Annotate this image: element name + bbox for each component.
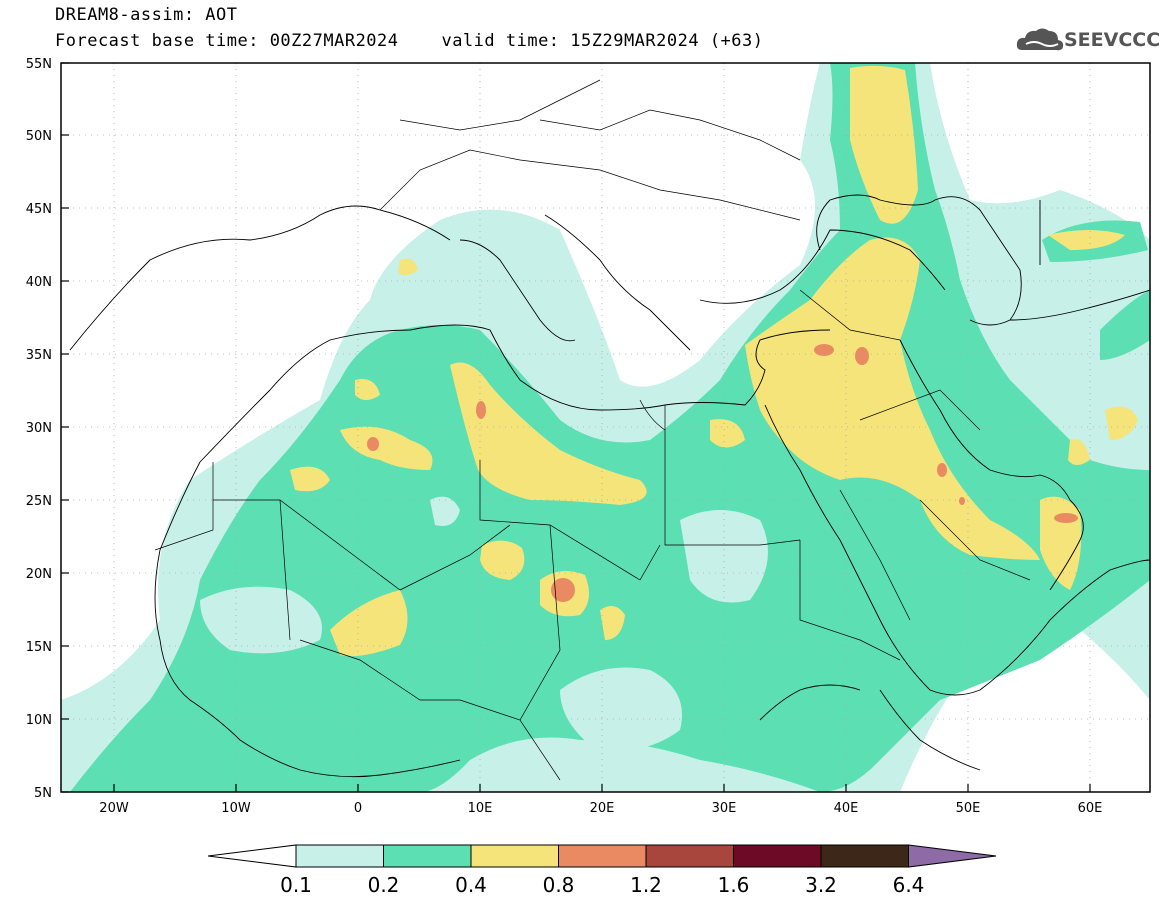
lon-label: 10W: [221, 801, 251, 816]
lon-label: 30E: [712, 801, 737, 816]
colorbar-swatch: [820, 844, 909, 868]
lon-label: 20E: [590, 801, 615, 816]
lat-label: 15N: [26, 640, 52, 655]
colorbar-high-arrow: [908, 844, 997, 868]
lat-label: 55N: [26, 57, 52, 72]
colorbar-swatch: [645, 844, 734, 868]
seevccc-logo-icon: [1016, 28, 1064, 51]
longitude-labels: 20W 10W 0 10E 20E 30E 40E 50E 60E: [99, 801, 1102, 816]
colorbar-swatch: [383, 844, 472, 868]
lat-label: 10N: [26, 713, 52, 728]
aot-level-0.8: [367, 344, 1078, 602]
colorbar-low-arrow: [207, 844, 297, 868]
colorbar-swatch: [295, 844, 384, 868]
lat-label: 35N: [26, 348, 52, 363]
lon-label: 10E: [468, 801, 493, 816]
seevccc-logo-text: SEEVCCC: [1064, 29, 1161, 51]
colorbar-label: 1.6: [718, 873, 750, 897]
colorbar-label: 0.2: [368, 873, 400, 897]
lat-label: 25N: [26, 494, 52, 509]
aot-level-0.4: [290, 65, 1138, 657]
lat-label: 45N: [26, 202, 52, 217]
colorbar-swatch: [470, 844, 559, 868]
colorbar-labels: 0.1 0.2 0.4 0.8 1.2 1.6 3.2 6.4: [280, 873, 924, 897]
colorbar-label: 0.1: [280, 873, 312, 897]
aot-holes: [200, 496, 768, 750]
colorbar-label: 0.4: [455, 873, 487, 897]
lat-label: 20N: [26, 567, 52, 582]
aot-field: [61, 63, 1150, 792]
colorbar-label: 0.8: [543, 873, 575, 897]
colorbar-swatch: [558, 844, 647, 868]
lat-label: 30N: [26, 421, 52, 436]
lat-label: 5N: [34, 786, 52, 801]
lon-label: 50E: [956, 801, 981, 816]
latitude-labels: 55N 50N 45N 40N 35N 30N 25N 20N 15N 10N …: [26, 57, 52, 801]
colorbar-label: 1.2: [630, 873, 662, 897]
colorbar-label: 6.4: [893, 873, 925, 897]
colorbar-label: 3.2: [805, 873, 837, 897]
lon-label: 20W: [99, 801, 129, 816]
map-title: DREAM8-assim: AOT: [55, 5, 238, 25]
country-borders: [154, 79, 1031, 781]
lat-label: 50N: [26, 129, 52, 144]
colorbar: [207, 844, 997, 868]
colorbar-swatch: [733, 844, 822, 868]
lon-label: 40E: [834, 801, 859, 816]
coastlines: [69, 194, 1150, 778]
lat-label: 40N: [26, 275, 52, 290]
forecast-time-subtitle: Forecast base time: 00Z27MAR2024 valid t…: [55, 31, 764, 51]
lon-label: 0: [354, 801, 362, 816]
lon-label: 60E: [1078, 801, 1103, 816]
axis-ticks: [61, 62, 1091, 793]
